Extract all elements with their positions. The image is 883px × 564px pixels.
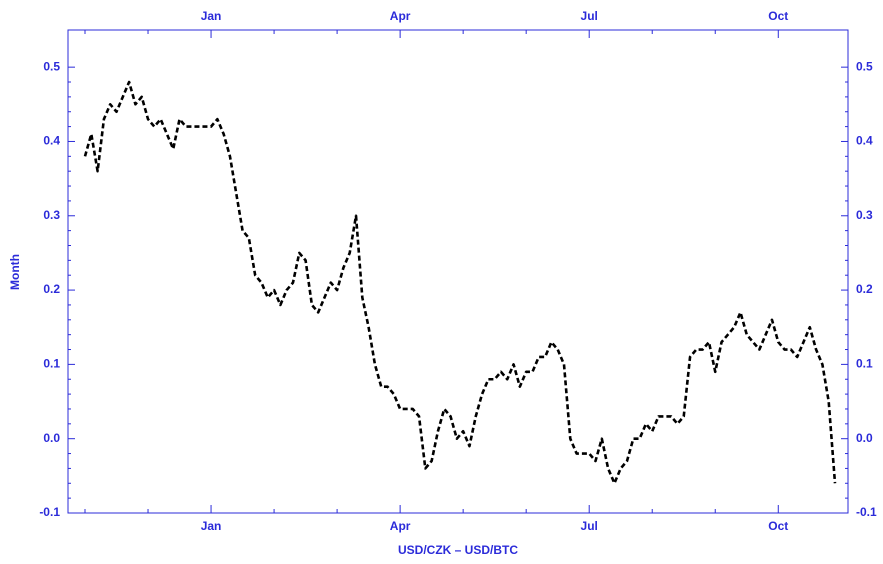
- x2-tick-label: Jul: [581, 9, 598, 23]
- x2-tick-label: Oct: [768, 9, 788, 23]
- plot-frame: [67, 29, 849, 514]
- y-tick-label: 0.0: [43, 431, 60, 445]
- y2-tick-label: 0.4: [856, 134, 873, 148]
- y2-tick-label: 0.5: [856, 59, 873, 73]
- y-tick-label: 0.2: [43, 282, 60, 296]
- y2-tick-label: 0.3: [856, 208, 873, 222]
- x-tick-label: Oct: [768, 519, 788, 533]
- x-tick-label: Jan: [201, 519, 222, 533]
- x-tick-label: Apr: [390, 519, 411, 533]
- y-tick-label: 0.4: [43, 134, 60, 148]
- x2-tick-label: Apr: [390, 9, 411, 23]
- y-tick-label: 0.3: [43, 208, 60, 222]
- y-axis-label: Month: [8, 254, 22, 290]
- data-line: [83, 80, 837, 485]
- y2-tick-label: 0.1: [856, 357, 873, 371]
- x-tick-label: Jul: [581, 519, 598, 533]
- y-tick-label: 0.1: [43, 357, 60, 371]
- y-tick-label: 0.5: [43, 59, 60, 73]
- y-tick-label: -0.1: [39, 505, 60, 519]
- y2-tick-label: -0.1: [856, 505, 877, 519]
- x-axis-label: USD/CZK – USD/BTC: [398, 543, 518, 557]
- y2-tick-label: 0.2: [856, 282, 873, 296]
- x2-tick-label: Jan: [201, 9, 222, 23]
- y2-tick-label: 0.0: [856, 431, 873, 445]
